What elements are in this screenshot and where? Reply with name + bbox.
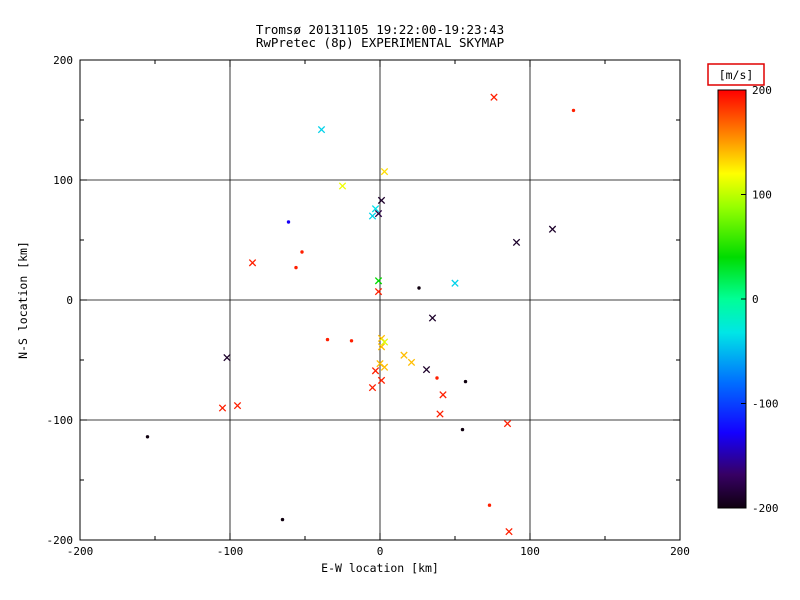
x-tick-label: -100 [217, 545, 244, 558]
plot-title: Tromsø 20131105 19:22:00-19:23:43 [256, 22, 504, 37]
data-point-cross [223, 353, 231, 362]
data-point-cross [368, 383, 377, 392]
x-tick-label: 200 [670, 545, 690, 558]
data-point-dot [435, 376, 439, 380]
data-point-cross [376, 359, 384, 368]
colorbar-label-box [707, 63, 765, 86]
data-point-cross [374, 209, 383, 218]
y-axis-label: N-S location [km] [16, 241, 30, 359]
colorbar-tick-label: -200 [752, 502, 779, 515]
data-point-dot [280, 517, 285, 522]
data-point-cross [439, 391, 447, 399]
data-point-cross [377, 343, 386, 351]
data-point-cross [400, 351, 408, 359]
data-point-cross [338, 182, 347, 190]
data-point-cross [377, 334, 386, 343]
colorbar-tick-label: 200 [752, 84, 772, 97]
data-point-cross [512, 238, 521, 247]
x-tick-label: 100 [520, 545, 540, 558]
data-point-cross [218, 404, 227, 412]
data-point-dot [294, 265, 298, 270]
data-point-dot [571, 108, 576, 113]
data-point-dot [463, 379, 468, 384]
data-point-dot [349, 339, 354, 343]
data-point-cross [380, 363, 389, 371]
data-point-cross [248, 259, 257, 267]
plot-subtitle: RwPretec (8p) EXPERIMENTAL SKYMAP [256, 35, 504, 50]
data-point-cross [503, 419, 512, 428]
data-point-cross [377, 376, 386, 385]
data-point-dot [286, 220, 291, 224]
data-point-cross [436, 410, 444, 418]
y-tick-label: 200 [53, 54, 73, 67]
plot-border [79, 59, 681, 541]
colorbar-tick-label: -100 [752, 398, 779, 411]
data-point-cross [422, 365, 431, 374]
data-point-cross [407, 358, 416, 367]
y-tick-label: 100 [53, 174, 73, 187]
x-axis-label: E-W location [km] [321, 561, 439, 575]
colorbar-tick-labels: 200 100 0 -100 -200 [741, 84, 779, 515]
colorbar-tick-label: 100 [752, 189, 772, 202]
data-point-cross [374, 287, 383, 296]
x-tick-label: -200 [67, 545, 94, 558]
data-point-cross [317, 125, 326, 134]
x-tick-label: 0 [377, 545, 384, 558]
colorbar-unit-label: [m/s] [719, 68, 754, 82]
colorbar: 200 100 0 -100 -200 [m/s] [707, 63, 779, 515]
data-point-dot [145, 435, 150, 439]
grid-lines [80, 60, 680, 540]
data-point-dot [487, 503, 492, 507]
colorbar-tick-label: 0 [752, 293, 759, 306]
data-point-dot [325, 337, 330, 342]
data-point-cross [548, 225, 557, 233]
scatter-points [145, 93, 576, 536]
data-point-cross [380, 167, 389, 176]
tick-labels: -200 -100 0 100 200 -200 -100 0 100 200 [47, 54, 690, 558]
data-point-dot [460, 427, 465, 432]
y-tick-label: -100 [47, 414, 74, 427]
data-point-cross [374, 277, 383, 285]
data-point-cross [451, 279, 459, 287]
y-tick-label: 0 [66, 294, 73, 307]
data-point-cross [490, 93, 498, 101]
data-point-cross [233, 401, 242, 410]
data-point-cross [428, 314, 437, 322]
data-point-cross [368, 212, 377, 220]
data-point-cross [371, 205, 380, 213]
y-tick-label: -200 [47, 534, 74, 547]
data-point-cross [505, 527, 513, 536]
data-point-cross [371, 367, 380, 375]
data-point-dot [300, 250, 304, 254]
data-point-cross [380, 338, 389, 346]
data-point-dot [417, 286, 421, 290]
data-point-cross [377, 196, 386, 205]
